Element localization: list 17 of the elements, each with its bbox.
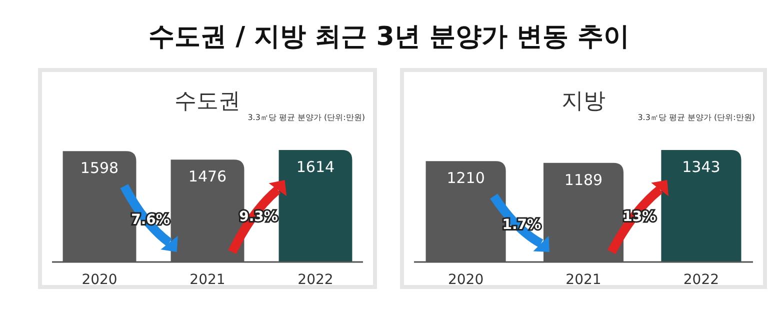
x-tick-label: 2020 [82, 272, 118, 288]
data-label: 1598 [80, 159, 119, 178]
x-tick-label: 2021 [566, 272, 602, 288]
chart-title: 지방 [562, 89, 606, 114]
x-tick-label: 2020 [448, 272, 484, 288]
text: 3.3㎡당 평균 분양가 (단위:만원) [638, 113, 755, 122]
data-label: 1189 [564, 170, 603, 189]
chart-subtitle: 수도권 [174, 89, 240, 114]
x-tick-label: 2021 [190, 272, 226, 288]
data-label: 1476 [188, 168, 227, 186]
data-label: 1343 [682, 158, 720, 176]
chart-title: 수도권 / 지방 최근 3년 분양가 변동 추이 [148, 22, 630, 52]
data-label: 1614 [296, 158, 335, 176]
x-tick-label: 2022 [683, 272, 720, 288]
x-tick-label: 2022 [298, 272, 334, 288]
data-label: 1210 [446, 169, 485, 188]
text: 3.3㎡당 평균 분양가 (단위:만원) [248, 113, 365, 122]
